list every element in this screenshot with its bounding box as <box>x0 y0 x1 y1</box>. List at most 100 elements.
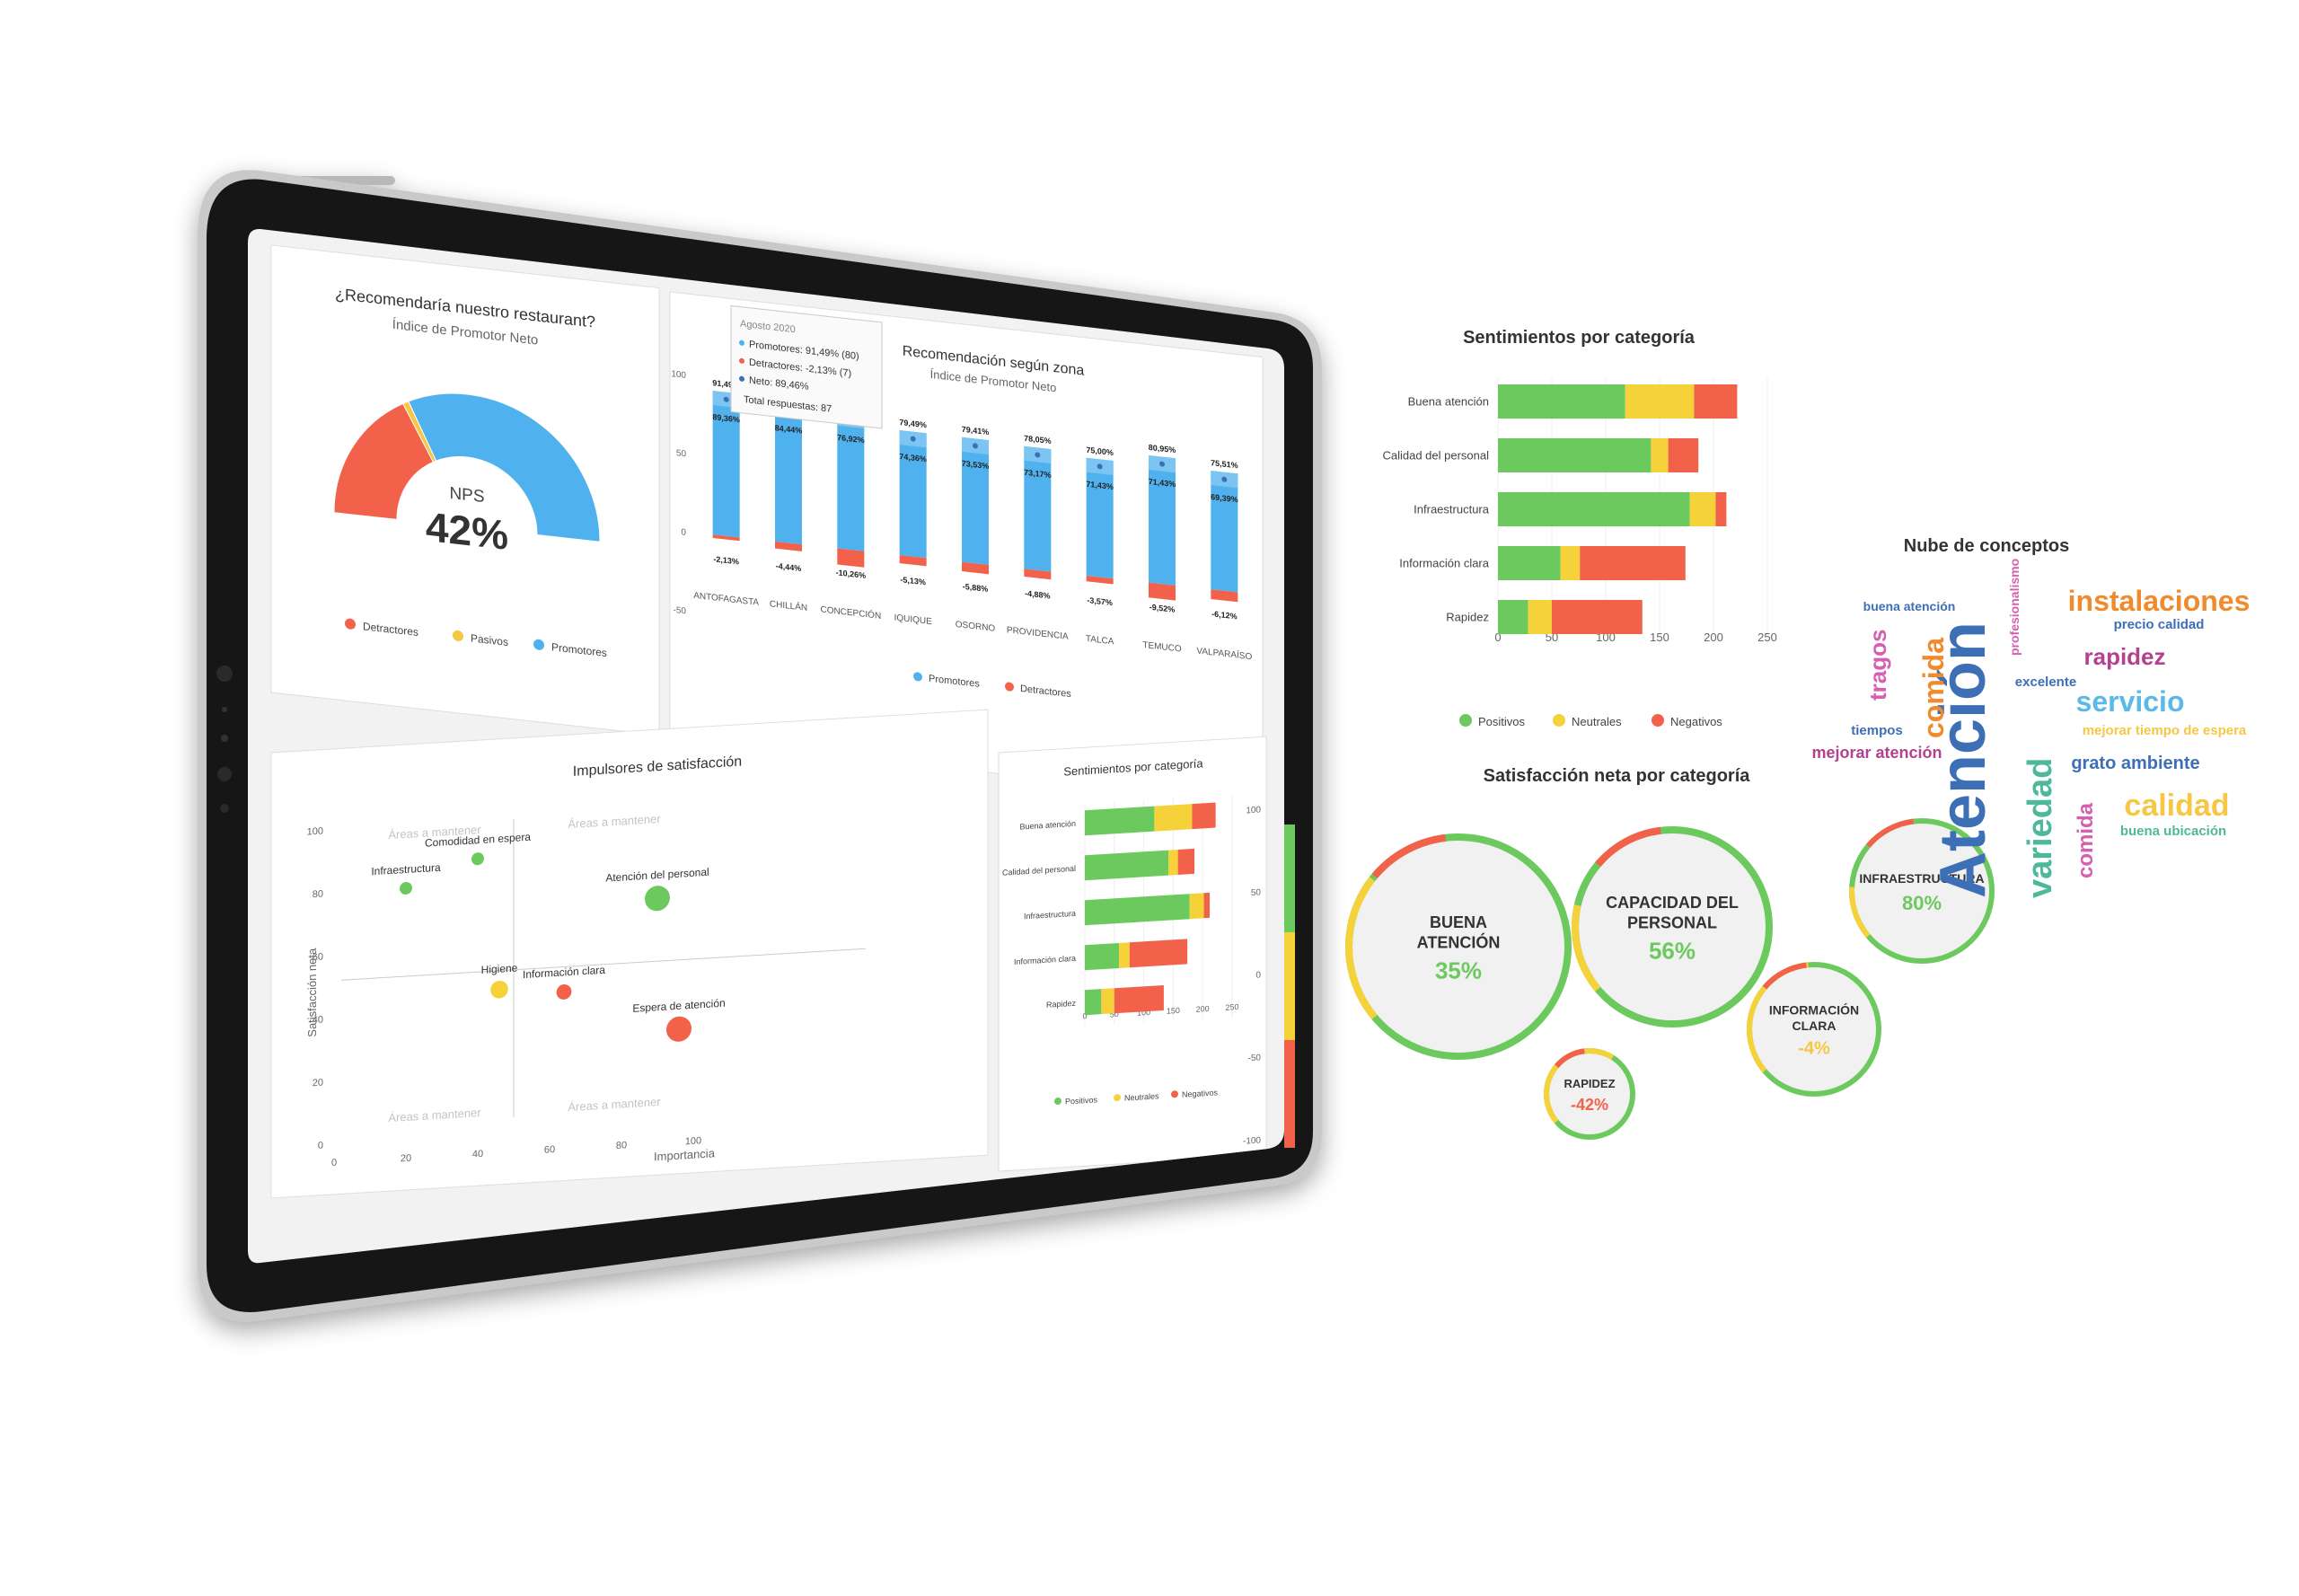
sentiment-category-label: Infraestructura <box>1414 502 1490 516</box>
sentiment-small-right-tick: 50 <box>1251 887 1262 898</box>
zone-bar-detractores <box>712 534 740 542</box>
cloud-word: instalaciones <box>2068 585 2251 617</box>
sentiment-bar-positivos <box>1498 546 1561 580</box>
zone-label-detractores: -4,44% <box>776 561 801 573</box>
sentiment-bar-negativos <box>1552 600 1643 634</box>
tooltip-dot <box>739 339 744 346</box>
zone-label-detractores: -10,26% <box>836 568 866 580</box>
bubble-value: 35% <box>1435 957 1482 983</box>
legend-dot-detractores <box>345 618 356 630</box>
driver-point-label: Atención del personal <box>605 866 709 885</box>
zone-bars: 91,49%89,36%-2,13%ANTOFAGASTA88,89%84,44… <box>693 378 1252 662</box>
zone-neto-marker <box>1035 452 1041 458</box>
zone-bar-detractores <box>899 555 927 567</box>
cloud-word: servicio <box>2076 685 2185 718</box>
sentiment-bar-neutrales <box>1168 850 1178 876</box>
zone-bar-promotores <box>1149 454 1176 586</box>
sentiment-x-tick: 150 <box>1650 630 1669 644</box>
bubble-value: 56% <box>1649 937 1696 964</box>
zone-y-tick: 0 <box>681 527 686 538</box>
zone-label-neto: 76,92% <box>837 433 864 445</box>
cloud-word: buena ubicación <box>2120 824 2226 839</box>
zone-label-promotores: 78,05% <box>1024 434 1051 445</box>
net-satisfaction-title: Satisfacción neta por categoría <box>1484 766 1751 786</box>
gauge-value: 42% <box>426 503 508 559</box>
zone-card: Recomendación según zona Índice de Promo… <box>669 291 1264 804</box>
drivers-x-tick: 0 <box>331 1158 337 1168</box>
zone-bar-detractores <box>1211 589 1238 603</box>
bubble-ring-negative <box>1544 1048 1636 1140</box>
sentiment-x-tick: 150 <box>1167 1006 1180 1016</box>
zone-category-label: TEMUCO <box>1142 640 1181 655</box>
drivers-y-tick: 40 <box>313 1015 323 1027</box>
sentiment-small-legend: Positivos Neutrales Negativos <box>1054 1088 1218 1107</box>
sentiment-small-right-tick: -50 <box>1248 1053 1262 1063</box>
bubble-ring-negative <box>1345 833 1572 1060</box>
zone-tooltip: Agosto 2020 Promotores: 91,49% (80) Detr… <box>730 304 883 429</box>
sentiment-bar-positivos <box>1498 492 1690 526</box>
net-satisfaction: Satisfacción neta por categoría BUENAATE… <box>1345 766 1995 1140</box>
sentiment-x-tick: 50 <box>1110 1010 1119 1019</box>
tooltip-dot <box>739 375 744 382</box>
quadrant-label: Áreas a mantener <box>568 812 661 831</box>
driver-point-label: Higiene <box>481 962 518 976</box>
sentiment-x-tick: 200 <box>1704 630 1723 644</box>
zone-neto-marker <box>723 396 729 402</box>
sentiment-x-tick: 0 <box>1494 630 1501 644</box>
bubble-ring-neutral <box>1848 818 1995 964</box>
cloud-word: excelente <box>2015 675 2076 690</box>
zone-y-tick: 50 <box>676 448 687 459</box>
sentiment-bar-positivos <box>1085 806 1155 836</box>
legend-dot-neutrales <box>1114 1094 1121 1102</box>
cloud-word: grato ambiente <box>2071 754 2199 773</box>
zone-bar-promotores <box>962 436 989 566</box>
word-cloud: Nube de conceptos Atención variedad comida… <box>1811 536 2250 898</box>
drivers-card-bg <box>270 709 989 1199</box>
sentiment-category-label: Rapidez <box>1446 610 1489 623</box>
sentiment-bar-negativos <box>1192 802 1216 830</box>
zone-neto-marker <box>1097 463 1103 470</box>
cloud-word: mejorar tiempo de espera <box>2083 723 2247 738</box>
quadrant-label: Áreas a mantener <box>388 823 481 842</box>
quadrant-label: Áreas a mantener <box>568 1095 661 1114</box>
drivers-x-tick: 40 <box>472 1149 483 1160</box>
sentiment-x-tick: 100 <box>1137 1008 1150 1018</box>
bubble-label: INFORMACIÓN <box>1769 1002 1859 1018</box>
word-cloud-title: Nube de conceptos <box>1904 536 2069 556</box>
drivers-y-tick: 100 <box>307 826 323 838</box>
sentiment-bar-neutrales <box>1189 893 1204 920</box>
driver-point <box>666 1016 691 1042</box>
sensor-icon <box>220 804 229 813</box>
zone-neto-marker <box>910 436 916 442</box>
legend-dot-promotores <box>913 672 922 682</box>
nps-card-bg <box>270 244 660 736</box>
legend-label: Positivos <box>1065 1095 1097 1106</box>
sentiment-large-legend: Positivos Neutrales Negativos <box>1459 714 1722 728</box>
drivers-y-tick: 80 <box>313 889 323 901</box>
zone-label-promotores: 79,49% <box>899 418 926 429</box>
sentiment-bar-negativos <box>1580 546 1686 580</box>
sentiment-x-tick: 250 <box>1225 1002 1238 1012</box>
zone-category-label: TALCA <box>1086 634 1114 647</box>
bubble-ring-negative <box>1572 826 1773 1027</box>
gauge-label: NPS <box>449 484 484 507</box>
zone-label-promotores: 79,41% <box>962 425 989 436</box>
bubble-ring-negative <box>1849 818 1995 964</box>
legend-label: Negativos <box>1670 715 1722 728</box>
legend-label: Promotores <box>551 640 607 659</box>
drivers-x-tick: 60 <box>544 1144 555 1156</box>
drivers-scatter: 0 20 40 60 80 100 0 20 40 60 80 100 Áreas a mantener… <box>307 812 866 1168</box>
sentiment-bar-negativos <box>1114 984 1164 1014</box>
bubble-label: INFRAESTRUCTURA <box>1859 871 1984 886</box>
cloud-word: rapidez <box>2083 643 2165 670</box>
cloud-word: tiempos <box>1851 723 1903 738</box>
cloud-word: comida <box>1917 638 1950 738</box>
zone-bar-detractores <box>837 548 865 568</box>
sentiment-bar-negativos <box>1177 848 1195 876</box>
sentiment-bar-positivos <box>1085 989 1102 1016</box>
sentiment-bar-negativos <box>1668 438 1699 472</box>
zone-label-neto: 71,43% <box>1086 480 1113 491</box>
bubble-label: BUENA <box>1430 913 1487 931</box>
